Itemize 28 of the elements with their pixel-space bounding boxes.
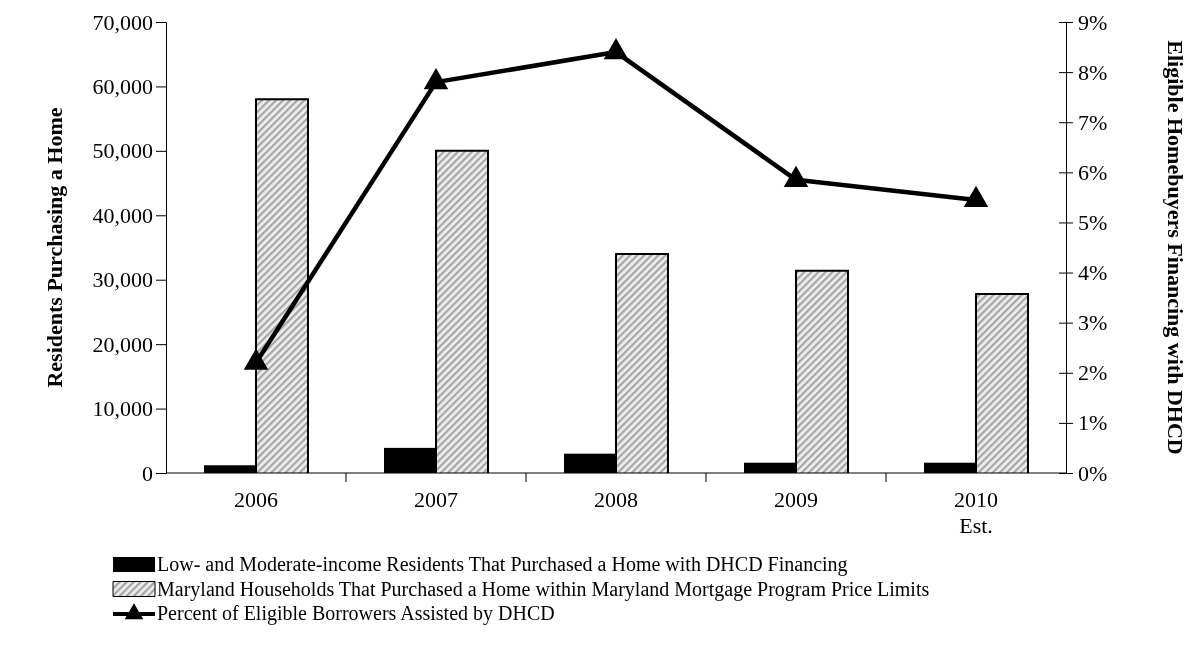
x-tick-label: 2007 xyxy=(414,487,458,512)
legend-label: Maryland Households That Purchased a Home within Maryland Mortgage Program Price Limits xyxy=(157,577,930,601)
y-tick-label: 20,000 xyxy=(92,331,153,357)
y-tick-label: 50,000 xyxy=(92,138,153,164)
y2-tick-label: 0% xyxy=(1078,460,1108,486)
y2-axis-title: Eligible Homebuyers Financing with DHCD xyxy=(1163,40,1187,455)
y2-tick-label: 7% xyxy=(1078,109,1108,135)
y2-tick-label: 1% xyxy=(1078,410,1108,436)
y-tick-label: 30,000 xyxy=(92,267,153,293)
y2-tick-label: 4% xyxy=(1078,260,1108,286)
y2-tick-label: 3% xyxy=(1078,310,1108,336)
y2-tick-label: 6% xyxy=(1078,159,1108,185)
y-tick-label: 70,000 xyxy=(92,9,153,35)
y2-tick-label: 2% xyxy=(1078,360,1108,386)
y2-tick-label: 5% xyxy=(1078,209,1108,235)
legend-label: Low- and Moderate-income Residents That Purchased a Home with DHCD Financing xyxy=(157,553,848,576)
y-tick-label: 40,000 xyxy=(92,202,153,228)
legend-label: Percent of Eligible Borrowers Assisted by DHCD xyxy=(157,602,555,625)
y2-tick-label: 8% xyxy=(1078,59,1108,85)
x-tick-label: 2008 xyxy=(594,487,638,512)
x-tick-label: 2009 xyxy=(774,487,818,512)
x-tick-label: 2010 Est. xyxy=(954,487,998,538)
y-tick-label: 60,000 xyxy=(92,73,153,99)
y-tick-label: 0 xyxy=(142,460,153,486)
x-tick-label: 2006 xyxy=(234,487,278,512)
y2-tick-label: 9% xyxy=(1078,9,1108,35)
y-tick-label: 10,000 xyxy=(92,396,153,422)
y-axis-title: Residents Purchasing a Home xyxy=(42,107,67,388)
